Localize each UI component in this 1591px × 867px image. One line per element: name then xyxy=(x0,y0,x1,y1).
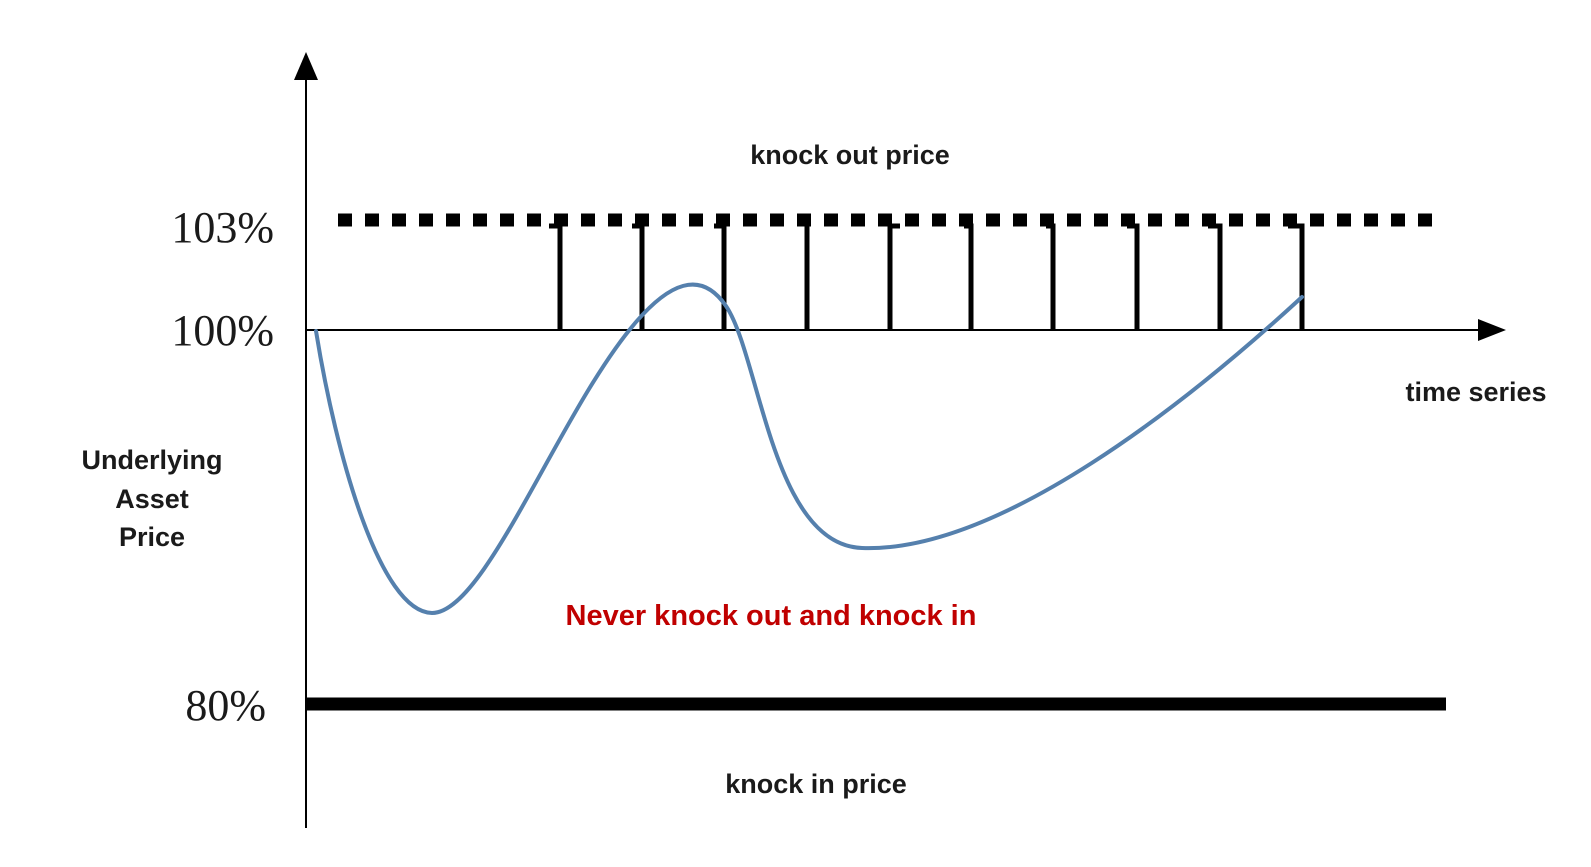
level-label-start: 100% xyxy=(171,306,274,355)
knock-in-price-label: knock in price xyxy=(725,769,907,799)
observation-marker xyxy=(1127,223,1140,330)
price-path xyxy=(314,282,1304,616)
observation-marker xyxy=(964,223,974,330)
scenario-caption: Never knock out and knock in xyxy=(566,600,977,632)
y-axis-arrow xyxy=(294,52,318,80)
observation-marker xyxy=(1208,223,1223,330)
observation-marker xyxy=(632,223,645,330)
level-label-knock-in: 80% xyxy=(185,681,266,730)
observation-marker xyxy=(1046,223,1056,330)
y-axis-title-line: Underlying xyxy=(81,445,222,475)
observation-markers xyxy=(549,223,1305,330)
observation-marker xyxy=(1288,223,1305,330)
y-axis-title-line: Asset xyxy=(115,484,189,514)
observation-marker xyxy=(887,223,900,330)
observation-marker xyxy=(549,223,563,330)
level-label-knock-out: 103% xyxy=(171,203,274,252)
observation-marker xyxy=(804,223,810,330)
x-axis-arrow xyxy=(1478,319,1506,341)
time-series-label: time series xyxy=(1405,377,1546,407)
y-axis-title-line: Price xyxy=(119,522,185,552)
observation-marker xyxy=(714,223,727,330)
knock-out-price-label: knock out price xyxy=(750,140,950,170)
